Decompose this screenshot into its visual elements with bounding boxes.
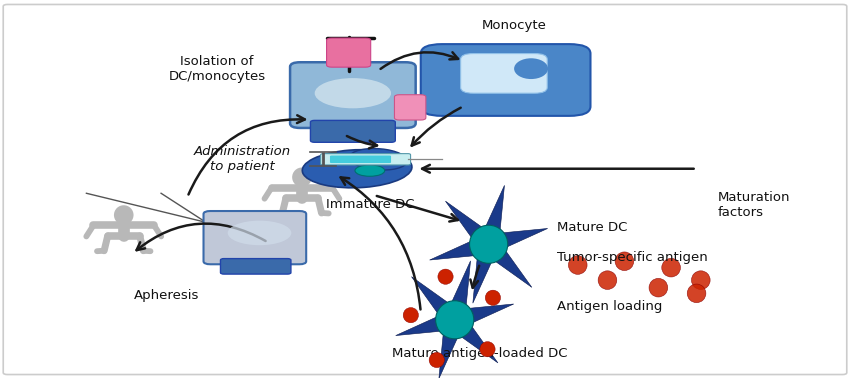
Ellipse shape	[485, 290, 501, 305]
Polygon shape	[439, 317, 465, 379]
Ellipse shape	[438, 269, 453, 284]
FancyBboxPatch shape	[220, 258, 291, 274]
Text: Apheresis: Apheresis	[133, 289, 199, 302]
Ellipse shape	[292, 168, 312, 187]
FancyBboxPatch shape	[320, 153, 411, 165]
Ellipse shape	[649, 278, 668, 297]
Polygon shape	[452, 304, 513, 330]
Ellipse shape	[349, 149, 407, 170]
Ellipse shape	[615, 252, 634, 271]
Ellipse shape	[514, 58, 548, 79]
Text: Monocyte: Monocyte	[482, 19, 547, 32]
Ellipse shape	[303, 150, 412, 188]
Ellipse shape	[314, 78, 391, 108]
Polygon shape	[447, 313, 498, 363]
Polygon shape	[481, 237, 532, 287]
Ellipse shape	[114, 205, 133, 225]
Ellipse shape	[480, 341, 496, 357]
Polygon shape	[396, 310, 457, 335]
Text: Antigen loading: Antigen loading	[557, 300, 662, 313]
Polygon shape	[445, 201, 496, 251]
Text: Immature DC: Immature DC	[326, 198, 414, 211]
Ellipse shape	[687, 284, 706, 303]
FancyBboxPatch shape	[394, 95, 426, 120]
FancyBboxPatch shape	[461, 53, 547, 93]
FancyBboxPatch shape	[326, 38, 371, 67]
Polygon shape	[486, 229, 547, 254]
Ellipse shape	[228, 221, 292, 245]
FancyBboxPatch shape	[330, 155, 391, 163]
FancyBboxPatch shape	[290, 62, 416, 128]
Polygon shape	[411, 277, 462, 327]
Ellipse shape	[435, 301, 473, 339]
Ellipse shape	[662, 258, 681, 277]
Polygon shape	[479, 185, 504, 247]
Polygon shape	[473, 242, 498, 303]
Text: Mature DC: Mature DC	[557, 221, 627, 234]
Ellipse shape	[691, 271, 710, 290]
Text: Isolation of
DC/monocytes: Isolation of DC/monocytes	[168, 55, 266, 83]
FancyBboxPatch shape	[310, 121, 395, 142]
Polygon shape	[445, 261, 471, 323]
Text: Maturation
factors: Maturation factors	[717, 191, 790, 219]
Text: Mature antigen-loaded DC: Mature antigen-loaded DC	[393, 347, 568, 360]
FancyBboxPatch shape	[421, 44, 591, 116]
FancyBboxPatch shape	[203, 211, 306, 264]
Ellipse shape	[598, 271, 617, 290]
Ellipse shape	[403, 307, 418, 323]
Ellipse shape	[469, 225, 507, 263]
Polygon shape	[429, 235, 491, 260]
Ellipse shape	[355, 165, 385, 176]
Ellipse shape	[569, 256, 587, 274]
Ellipse shape	[429, 352, 445, 368]
Text: Administration
to patient: Administration to patient	[194, 145, 291, 173]
Text: Tumor-specific antigen: Tumor-specific antigen	[557, 251, 707, 264]
